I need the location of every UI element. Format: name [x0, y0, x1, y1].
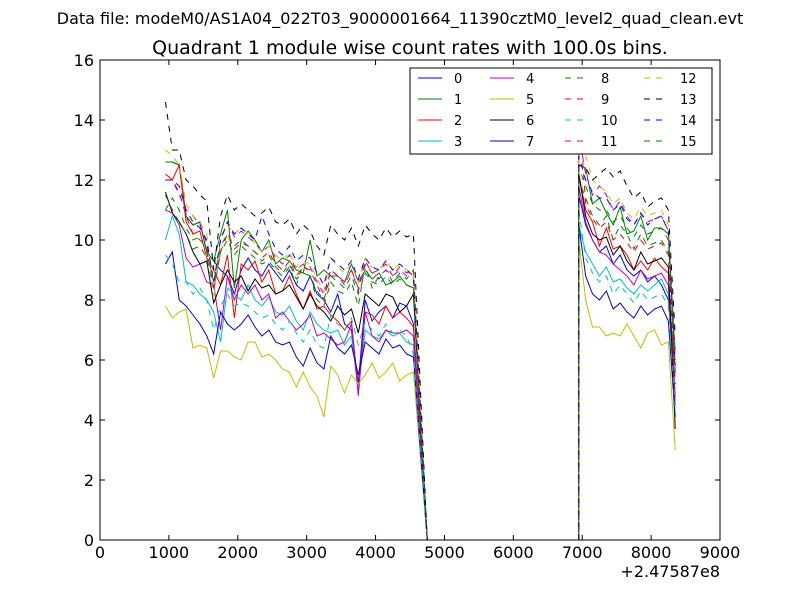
- x-tick-label: 9000: [700, 543, 741, 562]
- series-line-5: [165, 239, 676, 541]
- legend-label-9: 9: [601, 93, 609, 108]
- legend-label-12: 12: [680, 72, 697, 87]
- legend-label-14: 14: [680, 114, 697, 129]
- series-line-11: [165, 134, 676, 541]
- series-line-0: [165, 161, 676, 541]
- legend-label-6: 6: [526, 114, 534, 129]
- y-tick-label: 10: [74, 231, 94, 250]
- legend-label-0: 0: [454, 72, 462, 87]
- legend-box: [409, 67, 713, 155]
- x-tick-label: 1000: [149, 543, 190, 562]
- legend-label-7: 7: [526, 135, 534, 150]
- legend-label-13: 13: [680, 93, 697, 108]
- y-tick-label: 6: [84, 351, 94, 370]
- x-tick-label: 2000: [217, 543, 258, 562]
- series-line-8: [164, 179, 676, 541]
- series-line-10: [165, 209, 676, 541]
- legend-label-15: 15: [680, 135, 697, 150]
- y-tick-label: 12: [74, 171, 94, 190]
- series-line-14: [165, 155, 676, 541]
- series-line-1: [165, 161, 676, 541]
- legend-label-8: 8: [601, 72, 609, 87]
- y-tick-label: 0: [84, 531, 94, 550]
- legend-label-4: 4: [526, 72, 534, 87]
- legend-label-5: 5: [526, 93, 534, 108]
- series-line-15: [165, 167, 676, 541]
- legend-label-11: 11: [601, 135, 618, 150]
- y-tick-label: 4: [84, 411, 94, 430]
- y-tick-label: 2: [84, 471, 94, 490]
- x-tick-label: 0: [95, 543, 105, 562]
- chart-title: Quadrant 1 module wise count rates with …: [152, 37, 668, 59]
- y-tick-label: 16: [74, 51, 94, 70]
- legend-label-2: 2: [454, 114, 462, 129]
- x-tick-label: 7000: [562, 543, 603, 562]
- series-line-2: [165, 163, 676, 541]
- legend-label-3: 3: [454, 135, 462, 150]
- series-layer: [164, 101, 676, 541]
- x-tick-label: 3000: [286, 543, 327, 562]
- figure-suptitle: Data file: modeM0/AS1A04_022T03_90000016…: [57, 9, 743, 29]
- x-offset-label: +2.47587e8: [620, 562, 720, 581]
- x-tick-label: 8000: [631, 543, 672, 562]
- legend-label-10: 10: [601, 114, 618, 129]
- series-line-13: [164, 101, 676, 541]
- x-tick-label: 4000: [355, 543, 396, 562]
- x-tick-label: 5000: [424, 543, 465, 562]
- legend-label-1: 1: [454, 93, 462, 108]
- series-line-12: [165, 148, 676, 541]
- ticks-layer: 0 1000 2000 3000 4000 5000 6000 7000 8000 9000 0 2 4…: [74, 51, 741, 562]
- x-tick-label: 6000: [493, 543, 534, 562]
- y-tick-label: 14: [74, 111, 94, 130]
- y-tick-label: 8: [84, 291, 94, 310]
